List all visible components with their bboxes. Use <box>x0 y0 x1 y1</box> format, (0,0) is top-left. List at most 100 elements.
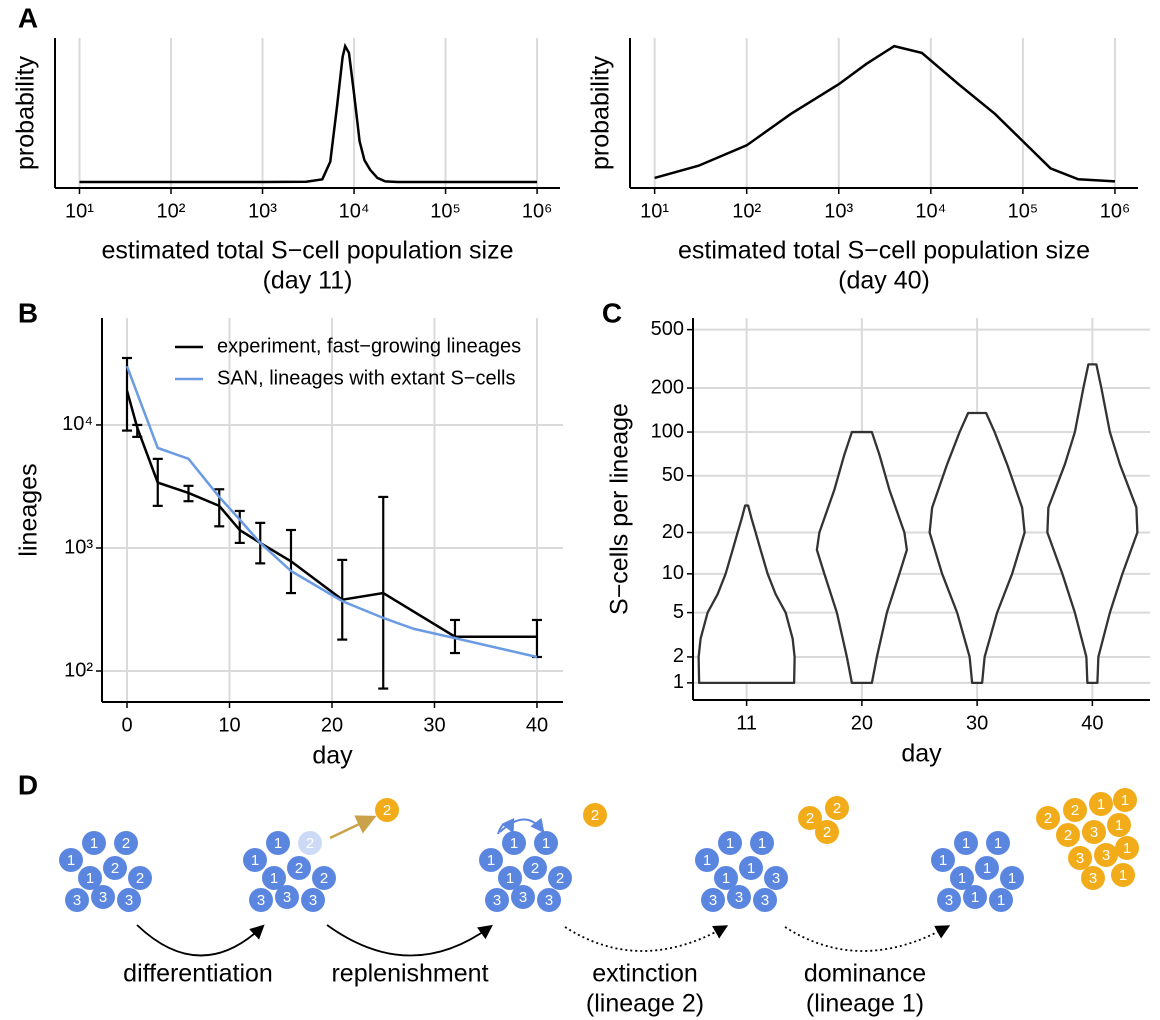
chart-panel: 10¹ 10² 10³ 10⁴ 10⁵ 10⁶ estimated total S−cell… <box>12 2 560 295</box>
cell-circle <box>950 866 974 890</box>
cell-circle <box>986 831 1010 855</box>
violin <box>815 430 909 685</box>
cell-circle <box>1111 863 1135 887</box>
cell-circle <box>312 866 336 890</box>
cell: 1 <box>498 866 522 890</box>
cell-circle <box>1113 788 1137 812</box>
cell-circle <box>1115 836 1139 860</box>
violin <box>697 504 796 685</box>
cell-label: 1 <box>703 852 711 869</box>
cell: 2 <box>287 856 311 880</box>
y-tick-label: 10⁴ <box>62 413 93 435</box>
cell: 1 <box>718 831 742 855</box>
x-tick-label: 10³ <box>824 200 853 222</box>
cell-label: 2 <box>1044 810 1052 827</box>
cell-label: 1 <box>971 889 979 906</box>
cell: 2 <box>825 796 849 820</box>
x-tick-label: 10⁴ <box>915 200 946 222</box>
cell-circle <box>534 831 558 855</box>
cell-circle <box>523 856 547 880</box>
y-tick-label: 10³ <box>64 536 93 558</box>
x-axis-label: estimated total S−cell population size <box>678 237 1090 265</box>
x-tick-label: 10⁶ <box>1100 200 1130 222</box>
panel-label: D <box>18 769 38 800</box>
cell-label: 1 <box>747 860 755 877</box>
cell: 2 <box>798 806 822 830</box>
cell-circle <box>128 866 152 890</box>
cell-circle <box>287 856 311 880</box>
cell: 1 <box>739 856 763 880</box>
cell: 1 <box>1113 788 1137 812</box>
series-line <box>125 365 538 659</box>
cell: 3 <box>753 888 777 912</box>
cell: 3 <box>537 888 561 912</box>
x-tick-label: 10 <box>218 714 240 736</box>
y-axis-label: S−cells per lineage <box>606 403 634 615</box>
cell-circle <box>1068 846 1092 870</box>
cell-circle <box>739 856 763 880</box>
cell: 1 <box>1115 836 1139 860</box>
cell: 3 <box>1094 843 1118 867</box>
cell: 3 <box>1068 846 1092 870</box>
cell-label: 1 <box>270 870 278 887</box>
cell-label: 3 <box>1076 850 1084 867</box>
panel-label: C <box>602 297 622 328</box>
transition-label: (lineage 2) <box>586 990 704 1018</box>
x-tick-label: 20 <box>851 712 873 734</box>
cell-circle <box>498 866 522 890</box>
cell-label: 1 <box>939 852 947 869</box>
cell: 3 <box>91 885 115 909</box>
chart-panel: 10¹ 10² 10³ 10⁴ 10⁵ 10⁶ estimated total S−cell… <box>587 38 1138 295</box>
cell: 3 <box>117 888 141 912</box>
cell-circle <box>65 888 89 912</box>
x-tick-label: 40 <box>526 714 548 736</box>
error-bar <box>531 618 542 659</box>
cell-label: 2 <box>556 870 564 887</box>
cell-label: 1 <box>758 835 766 852</box>
cell-circle <box>963 885 987 909</box>
cell-label: 2 <box>806 810 814 827</box>
cell-circle <box>750 831 774 855</box>
cell: 2 <box>375 798 399 822</box>
cell-label: 3 <box>545 892 553 909</box>
cell-circle <box>59 848 83 872</box>
cell: 1 <box>502 831 526 855</box>
cell-label: 2 <box>320 870 328 887</box>
cell-circle <box>583 803 607 827</box>
transition-label: extinction <box>592 960 698 988</box>
y-axis-label: probability <box>12 56 40 170</box>
cell: 1 <box>695 848 719 872</box>
cell-label: 3 <box>772 870 780 887</box>
x-tick-label: 10⁵ <box>430 200 461 222</box>
cell: 1 <box>1107 813 1131 837</box>
cell-circle <box>1056 823 1080 847</box>
cell-label: 1 <box>997 892 1005 909</box>
x-tick-label: 10² <box>157 200 186 222</box>
x-axis-label: (day 40) <box>838 267 930 295</box>
legend-label: SAN, lineages with extant S−cells <box>217 367 516 389</box>
transition-label: dominance <box>804 960 926 988</box>
cell: 1 <box>950 866 974 890</box>
cell-circle <box>479 848 503 872</box>
cell-circle <box>243 848 267 872</box>
cell-circle <box>249 888 273 912</box>
cell-circle <box>954 831 978 855</box>
cell-label: 2 <box>306 835 314 852</box>
cell-circle <box>78 866 102 890</box>
cell-circle <box>1063 798 1087 822</box>
cell: 3 <box>1081 866 1105 890</box>
cell-label: 2 <box>122 835 130 852</box>
cell-label: 2 <box>136 870 144 887</box>
cell-circle <box>117 888 141 912</box>
x-axis-label: day <box>312 742 353 770</box>
chart-panel: 0 10 20 30 40 10² 10³ 10⁴ day lineages Bexperiment… <box>15 297 563 770</box>
y-tick-label: 20 <box>662 521 684 543</box>
cell-circle <box>931 848 955 872</box>
x-tick-label: 30 <box>423 714 445 736</box>
cell: 1 <box>989 888 1013 912</box>
cell: 1 <box>82 831 106 855</box>
cell-label: 3 <box>283 889 291 906</box>
cell-label: 3 <box>493 892 501 909</box>
cell-label: 1 <box>962 835 970 852</box>
